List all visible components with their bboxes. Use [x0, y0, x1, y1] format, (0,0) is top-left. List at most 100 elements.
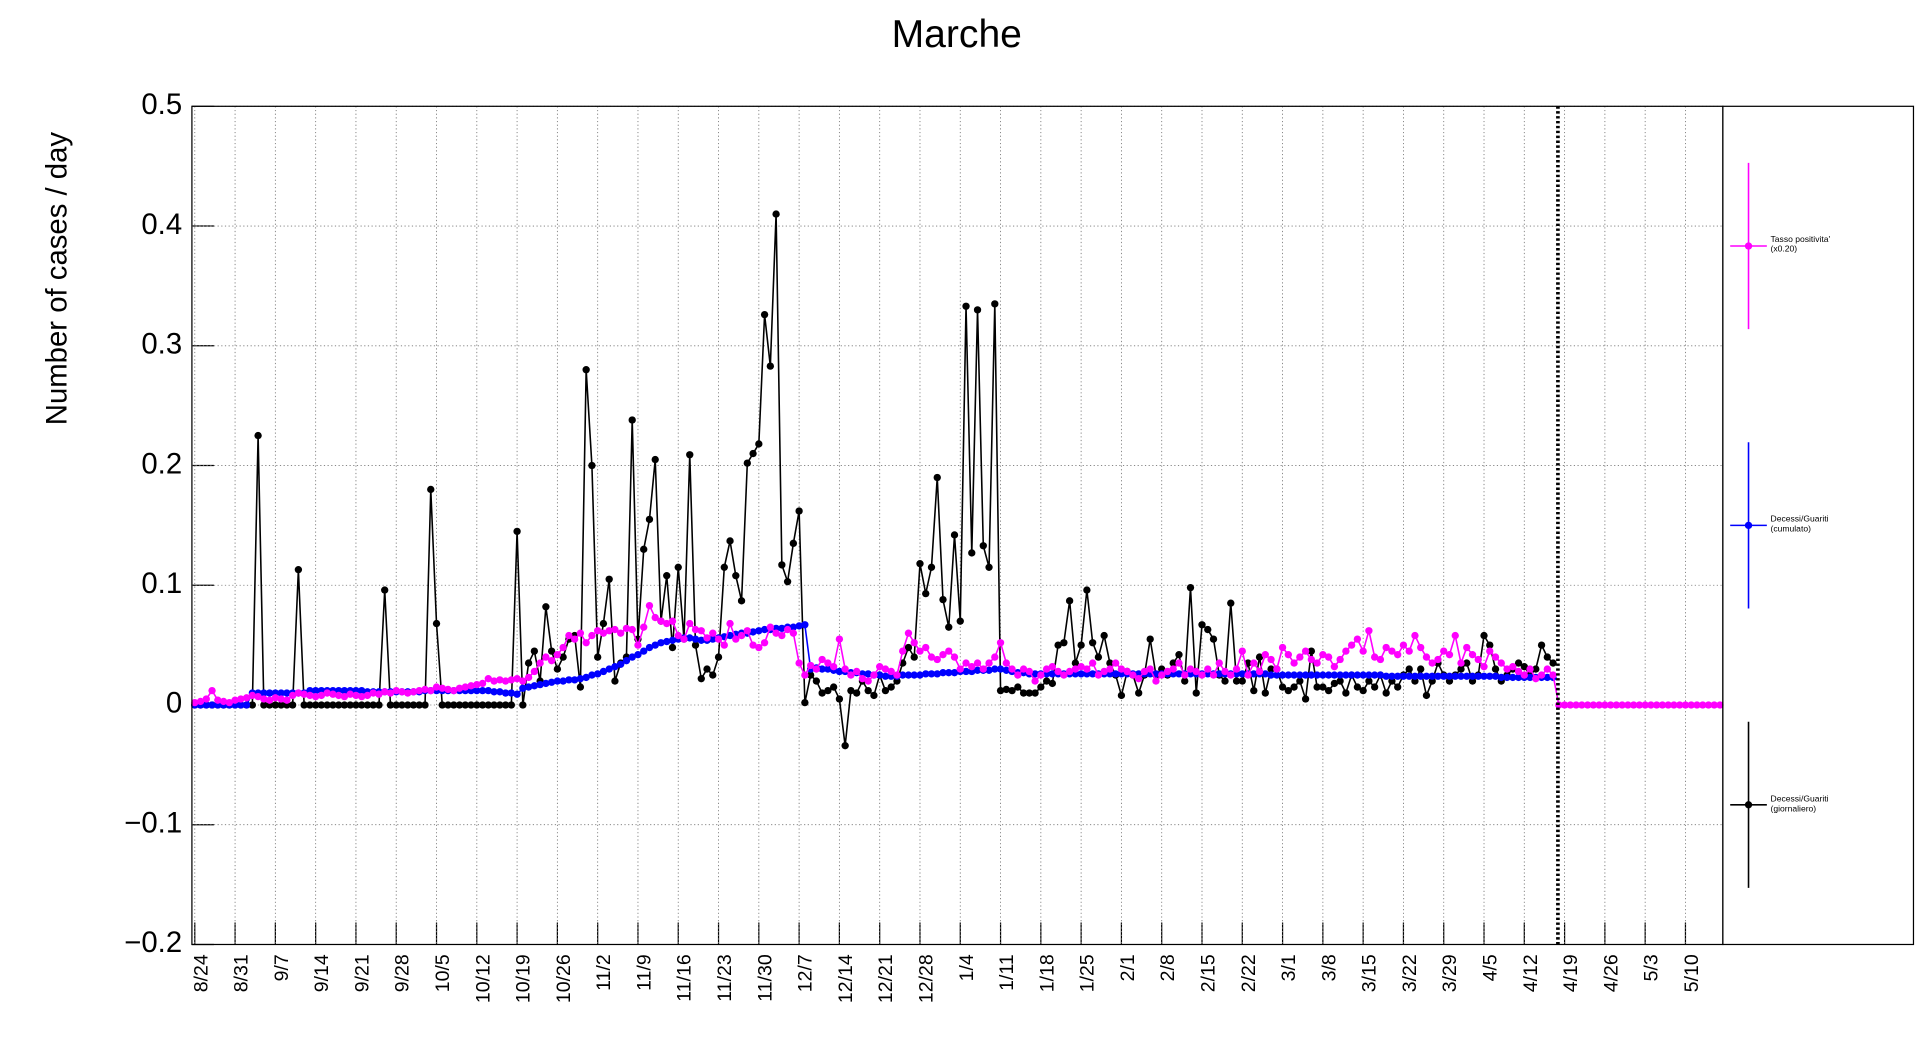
data-point: [1094, 671, 1103, 679]
data-point: [1365, 677, 1373, 685]
data-point: [1071, 659, 1080, 667]
data-point: [1411, 672, 1419, 680]
data-point: [1330, 679, 1339, 688]
data-point: [962, 667, 970, 676]
data-point: [1250, 670, 1258, 678]
data-point: [1681, 701, 1690, 709]
data-point: [1463, 672, 1471, 680]
data-point: [530, 647, 539, 655]
x-tick-label: 10/19: [513, 954, 535, 1003]
data-point: [1405, 665, 1413, 673]
data-point: [783, 625, 792, 634]
data-point: [1319, 671, 1327, 679]
data-point: [1394, 672, 1402, 680]
data-point: [1468, 672, 1477, 680]
data-point: [709, 635, 717, 643]
data-point: [507, 689, 516, 697]
data-point: [1290, 671, 1298, 679]
data-point: [1014, 683, 1022, 691]
data-point: [271, 694, 280, 702]
data-point: [1284, 651, 1292, 659]
x-tick-label: 4/5: [1480, 954, 1502, 981]
data-point: [381, 586, 389, 594]
data-point: [254, 431, 262, 440]
data-point: [323, 701, 331, 709]
x-tick-label: 9/7: [271, 954, 293, 981]
data-point: [1342, 647, 1350, 655]
y-tick-label: 0.4: [141, 208, 182, 241]
data-point: [772, 210, 780, 218]
y-tick-label: −0.1: [124, 806, 182, 839]
data-point: [288, 701, 297, 709]
data-point: [553, 651, 562, 659]
data-point: [1175, 659, 1183, 667]
data-point: [973, 659, 982, 667]
data-point: [1365, 671, 1373, 679]
data-point: [1457, 672, 1465, 680]
data-point: [1181, 677, 1189, 685]
data-point: [1451, 672, 1459, 680]
data-point: [1647, 701, 1655, 709]
data-point: [651, 613, 659, 622]
data-point: [1042, 665, 1051, 673]
data-point: [640, 647, 648, 655]
data-point: [904, 671, 913, 679]
data-point: [1163, 667, 1172, 676]
data-point: [979, 665, 987, 673]
data-point: [335, 701, 343, 709]
data-point: [1255, 653, 1264, 661]
x-tick-label: 11/9: [633, 954, 655, 991]
data-point: [202, 701, 210, 709]
data-point: [352, 701, 360, 709]
data-point: [893, 671, 901, 679]
data-point: [450, 701, 458, 709]
data-point: [1221, 677, 1229, 685]
data-point: [432, 619, 441, 628]
data-point: [772, 629, 780, 637]
data-point: [674, 563, 682, 571]
data-point: [1434, 672, 1442, 680]
data-point: [732, 635, 740, 643]
data-point: [1578, 701, 1586, 709]
data-point: [1313, 659, 1321, 667]
data-point: [628, 653, 636, 661]
data-point: [749, 628, 757, 636]
data-point: [968, 663, 976, 671]
data-point: [1100, 631, 1108, 640]
data-point: [455, 701, 464, 709]
data-point: [979, 542, 987, 550]
data-point: [991, 653, 999, 661]
data-point: [829, 663, 838, 671]
data-point: [645, 601, 654, 610]
data-point: [536, 680, 544, 689]
data-point: [1370, 683, 1379, 691]
data-point: [1307, 671, 1316, 679]
data-point: [841, 742, 849, 750]
data-point: [1158, 671, 1166, 679]
data-point: [933, 655, 941, 664]
data-point: [1353, 671, 1362, 679]
data-point: [1301, 647, 1310, 655]
data-point: [594, 653, 602, 661]
data-point: [1278, 683, 1287, 691]
data-point: [524, 659, 533, 667]
data-point: [1290, 683, 1298, 691]
data-point: [202, 695, 210, 703]
data-point: [640, 545, 648, 554]
data-point: [599, 667, 608, 676]
data-point: [927, 653, 936, 661]
data-point: [680, 635, 688, 643]
data-point: [749, 449, 757, 458]
legend-label-box: Decessi/Guariti (giornaliero): [1771, 795, 1829, 813]
data-point: [829, 683, 838, 691]
data-point: [916, 560, 924, 568]
data-point: [1031, 670, 1039, 678]
data-point: [1491, 665, 1500, 673]
data-point: [801, 621, 809, 629]
data-point: [473, 686, 481, 695]
data-point: [219, 697, 228, 706]
data-point: [743, 459, 751, 467]
data-point: [835, 635, 844, 643]
data-point: [760, 625, 769, 634]
